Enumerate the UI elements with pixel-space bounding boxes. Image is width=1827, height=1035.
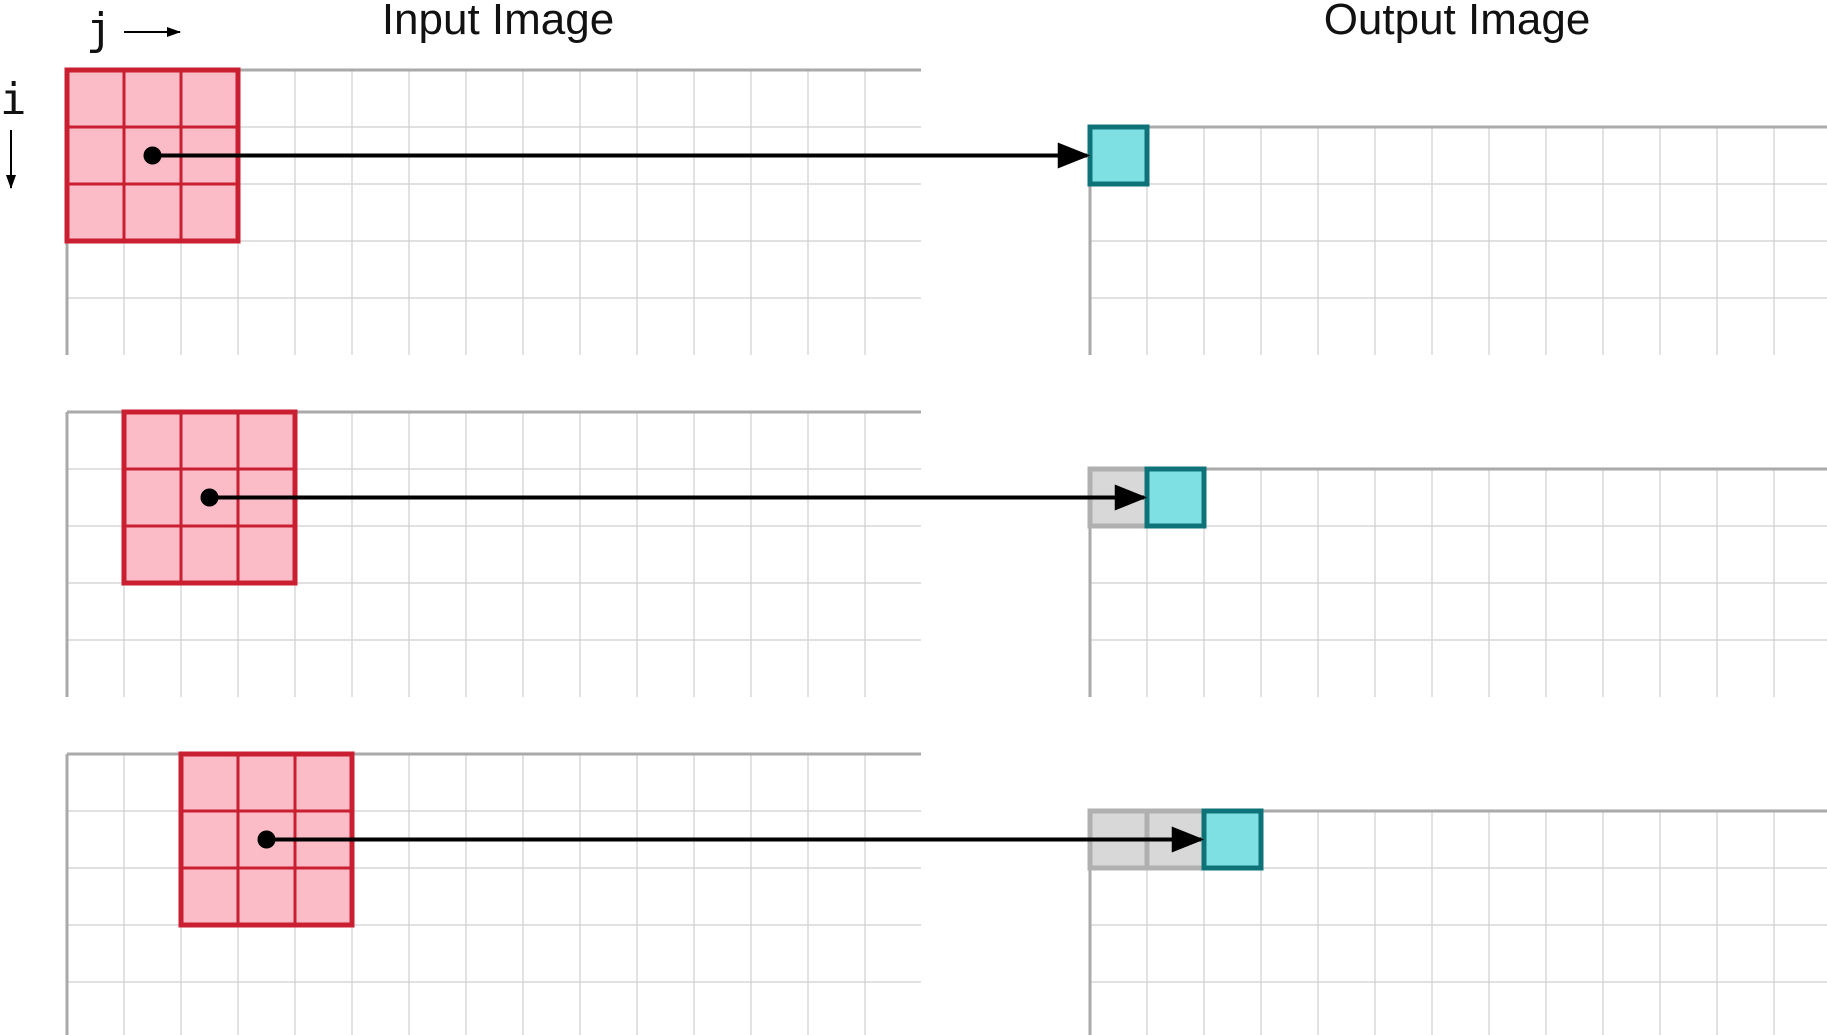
step-panel [64, 67, 1827, 355]
column-axis-label: j [86, 4, 113, 55]
input-image-title: Input Image [382, 0, 614, 44]
column-axis-indicator: j [86, 4, 181, 55]
step-panel [65, 409, 1827, 697]
convolution-steps [64, 67, 1827, 1035]
step-panel [65, 751, 1827, 1035]
row-axis-indicator: i [0, 74, 27, 189]
row-axis-label: i [0, 74, 27, 125]
current-output-cell [1144, 466, 1207, 529]
output-grid [1088, 125, 1827, 355]
current-output-cell [1201, 808, 1264, 871]
output-image-title: Output Image [1324, 0, 1591, 44]
current-output-cell [1087, 124, 1150, 187]
